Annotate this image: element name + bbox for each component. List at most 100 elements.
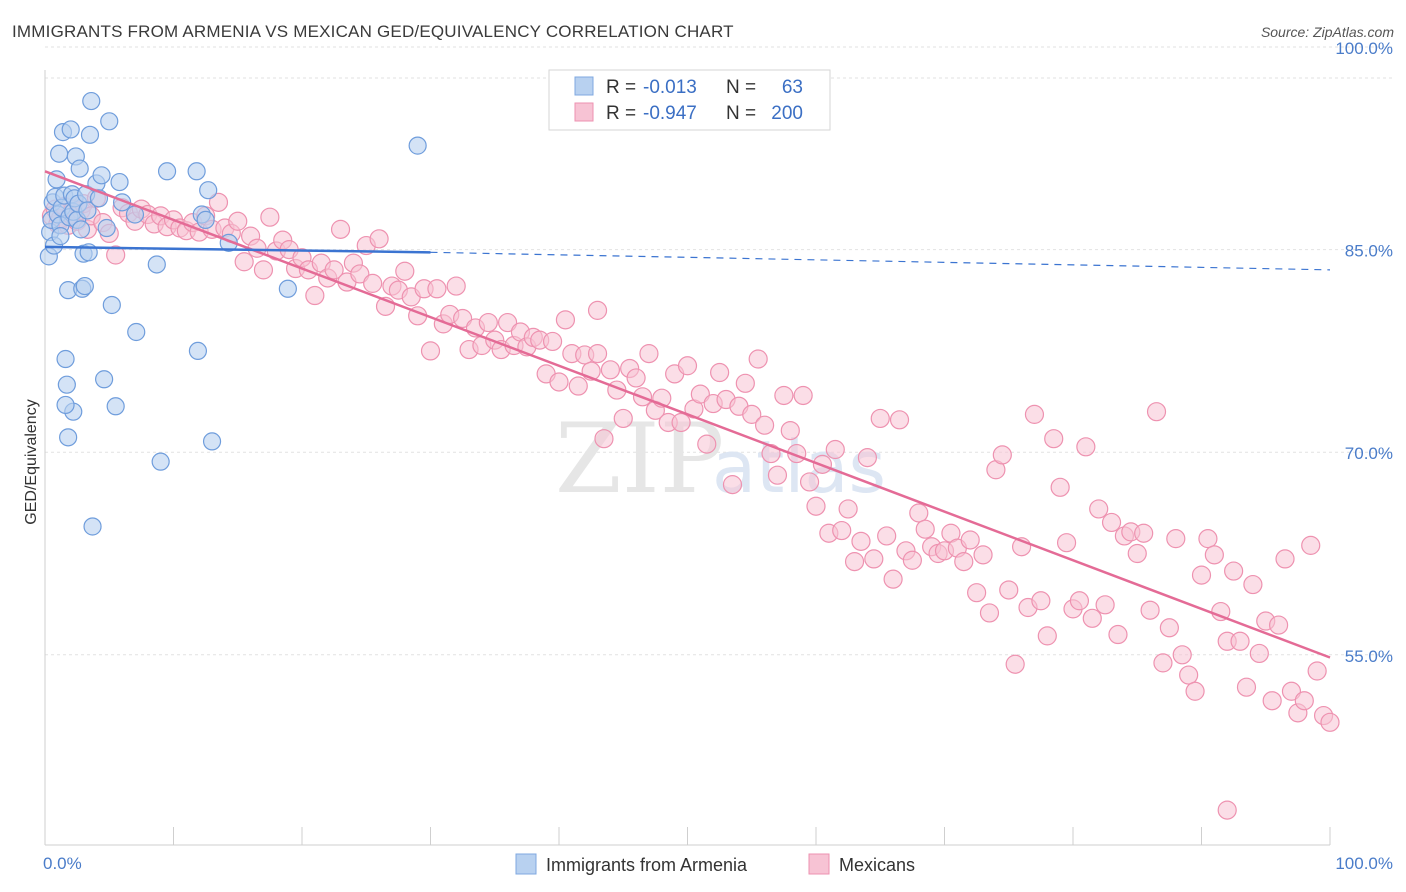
point-mexicans-88 — [568, 376, 588, 396]
watermark-atlas: atlas — [712, 425, 886, 509]
legend-r-value-armenia: -0.013 — [643, 77, 697, 98]
bottom-legend-swatch-armenia — [515, 853, 537, 875]
point-mexicans-169 — [1089, 499, 1109, 519]
bottom-legend: Immigrants from Armenia Mexicans — [515, 853, 915, 875]
point-mexicans-183 — [1179, 665, 1199, 685]
x-tick-labels: 0.0% 100.0% — [43, 854, 1393, 873]
point-mexicans-112 — [722, 475, 743, 495]
point-mexicans-54 — [350, 264, 370, 284]
point-mexicans-205 — [1320, 712, 1340, 732]
point-mexicans-93 — [600, 360, 621, 380]
x-tick-label-max: 100.0% — [1335, 854, 1393, 873]
point-armenia-58 — [408, 136, 427, 155]
point-armenia-55 — [202, 432, 222, 451]
bottom-legend-label-mexicans: Mexicans — [839, 855, 915, 875]
point-mexicans-137 — [883, 569, 903, 589]
point-mexicans-180 — [1159, 618, 1179, 638]
point-mexicans-57 — [369, 229, 389, 249]
trend-armenia-dashed — [430, 251, 1331, 271]
point-mexicans-47 — [305, 285, 325, 306]
point-mexicans-193 — [1243, 574, 1263, 595]
point-armenia-53 — [196, 210, 215, 230]
point-mexicans-170 — [1095, 595, 1115, 615]
point-mexicans-115 — [742, 404, 762, 424]
point-mexicans-171 — [1101, 512, 1122, 533]
point-mexicans-92 — [594, 429, 614, 449]
point-armenia-30 — [78, 201, 97, 220]
legend-box — [548, 69, 831, 131]
point-mexicans-32 — [208, 192, 229, 212]
watermark: ZIP atlas — [555, 403, 886, 515]
point-mexicans-162 — [1044, 429, 1064, 449]
point-mexicans-119 — [767, 465, 788, 485]
point-armenia-51 — [188, 341, 208, 361]
point-mexicans-107 — [690, 384, 710, 404]
point-armenia-34 — [83, 517, 102, 536]
point-mexicans-175 — [1127, 543, 1147, 564]
point-mexicans-117 — [754, 415, 775, 435]
point-armenia-38 — [95, 370, 114, 389]
point-mexicans-148 — [954, 552, 974, 572]
point-mexicans-77 — [498, 312, 518, 333]
point-mexicans-168 — [1082, 608, 1102, 628]
legend-n-value-armenia: 63 — [782, 77, 803, 98]
point-mexicans-39 — [253, 260, 274, 280]
point-armenia-14 — [57, 375, 76, 394]
point-mexicans-56 — [363, 273, 383, 293]
point-armenia-28 — [75, 276, 94, 296]
point-mexicans-178 — [1146, 402, 1167, 422]
point-armenia-57 — [278, 279, 297, 298]
point-mexicans-69 — [446, 276, 466, 296]
gridlines — [45, 46, 1395, 656]
point-mexicans-50 — [324, 260, 344, 280]
point-mexicans-206 — [1217, 800, 1237, 820]
point-mexicans-197 — [1268, 615, 1289, 635]
point-mexicans-86 — [555, 310, 576, 330]
trend-lines — [44, 170, 1331, 659]
point-mexicans-66 — [427, 279, 447, 299]
point-mexicans-159 — [1024, 404, 1045, 424]
point-mexicans-135 — [870, 408, 890, 429]
point-mexicans-182 — [1172, 645, 1192, 665]
point-mexicans-192 — [1236, 677, 1257, 697]
point-mexicans-161 — [1037, 626, 1057, 646]
point-mexicans-132 — [851, 531, 871, 551]
point-mexicans-187 — [1204, 545, 1224, 565]
point-mexicans-184 — [1185, 681, 1205, 701]
point-mexicans-163 — [1050, 477, 1070, 497]
point-armenia-39 — [97, 218, 116, 238]
point-mexicans-61 — [395, 261, 415, 281]
point-mexicans-105 — [677, 356, 698, 376]
point-mexicans-121 — [780, 420, 800, 441]
point-mexicans-207 — [587, 300, 608, 320]
point-armenia-54 — [199, 181, 218, 200]
point-mexicans-131 — [844, 552, 865, 572]
y-tick-label-2: 70.0% — [1345, 444, 1393, 463]
series-armenia — [39, 91, 427, 536]
point-armenia-61 — [56, 395, 75, 415]
x-tick-label-min: 0.0% — [43, 854, 82, 873]
legend-n-label-mexicans: N = — [726, 103, 756, 124]
point-mexicans-116 — [748, 349, 768, 369]
point-mexicans-199 — [1281, 681, 1302, 701]
legend-r-label-mexicans: R = — [606, 103, 636, 124]
point-mexicans-91 — [587, 344, 608, 364]
point-mexicans-108 — [697, 434, 717, 454]
point-mexicans-40 — [260, 207, 280, 227]
legend: R = -0.013 N = 63 R = -0.947 N = 200 — [548, 69, 831, 131]
point-mexicans-155 — [999, 580, 1019, 600]
point-mexicans-185 — [1191, 565, 1212, 585]
point-mexicans-176 — [1134, 523, 1154, 543]
point-mexicans-136 — [877, 526, 897, 546]
point-mexicans-74 — [478, 312, 498, 333]
point-mexicans-181 — [1166, 529, 1186, 549]
point-mexicans-134 — [864, 549, 884, 569]
bottom-legend-swatch-mexicans — [808, 853, 830, 875]
y-tick-label-3: 55.0% — [1345, 647, 1393, 666]
point-mexicans-167 — [1076, 437, 1096, 457]
point-armenia-8 — [50, 144, 69, 163]
point-mexicans-154 — [992, 445, 1012, 465]
point-mexicans-70 — [453, 308, 473, 329]
point-mexicans-140 — [902, 550, 922, 570]
